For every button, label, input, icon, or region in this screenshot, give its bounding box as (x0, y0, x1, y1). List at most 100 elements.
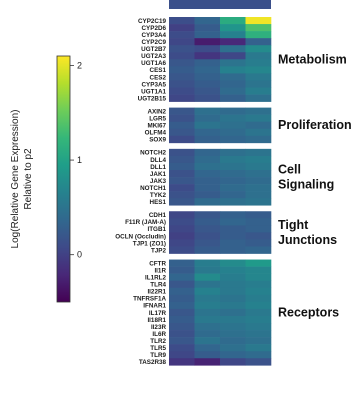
heatmap-cell (220, 239, 246, 247)
heatmap-cell (194, 301, 221, 310)
heatmap-cell (194, 198, 221, 206)
heatmap-cell (169, 308, 195, 317)
gene-label-lgr5: LGR5 (149, 116, 166, 123)
gene-label-dll4: DLL4 (150, 157, 166, 164)
gene-label-f11r-jam-a: F11R (JAM-A) (125, 219, 166, 226)
heatmap-cell (194, 259, 221, 267)
gene-label-tnfrsf1a: TNFRSF1A (133, 296, 166, 303)
heatmap-cell (169, 177, 195, 185)
heatmap-cell (169, 52, 195, 60)
heatmap-cell (194, 280, 221, 289)
gene-label-notch2: NOTCH2 (140, 150, 166, 157)
heatmap-cell (169, 107, 195, 115)
heatmap-cell (245, 94, 272, 102)
heatmap-cell (245, 211, 272, 219)
heatmap-cell (194, 358, 221, 366)
gene-label-il22r1: Il22R1 (147, 289, 166, 296)
heatmap-cell (220, 155, 246, 164)
gene-label-cdh1: CDH1 (149, 212, 167, 219)
heatmap-cell (169, 218, 195, 226)
gene-label-jak3: JAK3 (150, 178, 167, 185)
heatmap-cell (245, 24, 272, 32)
heatmap-cell (220, 128, 246, 137)
heatmap-cell (169, 87, 195, 95)
heatmap-cell (220, 94, 246, 102)
gene-label-cyp3a5: CYP3A5 (142, 81, 167, 88)
heatmap-grid (169, 0, 272, 366)
heatmap-cell (220, 225, 246, 233)
group-label-tight: Tight (278, 218, 309, 232)
group-label-junctions: Junctions (278, 233, 337, 247)
heatmap-cell (169, 351, 195, 359)
heatmap-cell (220, 177, 246, 185)
heatmap-cell (245, 87, 272, 95)
heatmap-cell (245, 80, 272, 88)
heatmap-cell (220, 135, 246, 144)
heatmap-cell (194, 337, 221, 345)
heatmap-cell (245, 114, 272, 122)
heatmap-cell (220, 45, 246, 53)
heatmap-cell (169, 280, 195, 289)
heatmap-cell (220, 232, 246, 240)
heatmap-cell (245, 135, 272, 144)
gene-label-ugt1a6: UGT1A6 (141, 60, 166, 67)
heatmap-cell (245, 66, 272, 74)
heatmap-cell (169, 45, 195, 53)
gene-label-ocln-occludin: OCLN (Occludin) (115, 233, 166, 240)
gene-label-cyp2c19: CYP2C19 (138, 18, 166, 25)
heatmap-cell (220, 80, 246, 88)
gene-label-olfm4: OLFM4 (145, 130, 167, 137)
heatmap-cell (220, 259, 246, 267)
colorbar: 2 1 0 Log(Relative Gene Expression) Relative… (10, 55, 82, 303)
heatmap-cell (245, 45, 272, 53)
colorbar-tick-label: 1 (77, 155, 82, 165)
gene-label-tyk2: TYK2 (150, 192, 167, 199)
heatmap-cell (220, 294, 246, 303)
heatmap-cell (245, 301, 272, 310)
heatmap-cell (169, 273, 195, 281)
heatmap-cell (220, 344, 246, 352)
heatmap-cell (220, 308, 246, 317)
heatmap-cell (245, 148, 272, 157)
colorbar-tick-label: 2 (77, 60, 82, 70)
heatmap-cell (169, 17, 195, 25)
heatmap-cell (194, 323, 221, 331)
heatmap-cell (194, 273, 221, 281)
heatmap-cell (194, 246, 221, 254)
heatmap-cell (245, 107, 272, 115)
heatmap-cell (220, 191, 246, 199)
heatmap-cell (169, 24, 195, 32)
heatmap-cell (194, 330, 221, 338)
heatmap-cell (220, 107, 246, 115)
heatmap-cell (194, 148, 221, 157)
heatmap-cell (169, 259, 195, 267)
heatmap-cell (169, 294, 195, 303)
heatmap-cell (169, 225, 195, 233)
heatmap-cell (194, 52, 221, 60)
heatmap-cell (245, 184, 272, 192)
gene-label-ifnar1: IFNAR1 (143, 303, 166, 310)
heatmap-cell (220, 148, 246, 157)
heatmap-cell (169, 170, 195, 178)
gene-label-itgb1: ITGB1 (147, 226, 166, 233)
heatmap-cell (169, 191, 195, 199)
heatmap-cell (194, 266, 221, 274)
heatmap-cell (220, 351, 246, 359)
heatmap-cell (220, 280, 246, 289)
gene-label-il6r: IL6R (152, 331, 166, 338)
heatmap-cell (220, 121, 246, 130)
heatmap-cell (245, 128, 272, 137)
heatmap-cell (169, 73, 195, 81)
heatmap-cell (245, 73, 272, 81)
heatmap-cell (169, 301, 195, 310)
heatmap-cell (169, 358, 195, 366)
heatmap-cell (194, 191, 221, 199)
heatmap-cell (220, 162, 246, 171)
gene-label-il1r: Il1R (154, 267, 166, 274)
heatmap-cell (245, 31, 272, 39)
heatmap-cell (169, 344, 195, 352)
heatmap-cell (245, 38, 272, 46)
heatmap-cell (169, 31, 195, 39)
gene-label-hes1: HES1 (150, 199, 167, 206)
